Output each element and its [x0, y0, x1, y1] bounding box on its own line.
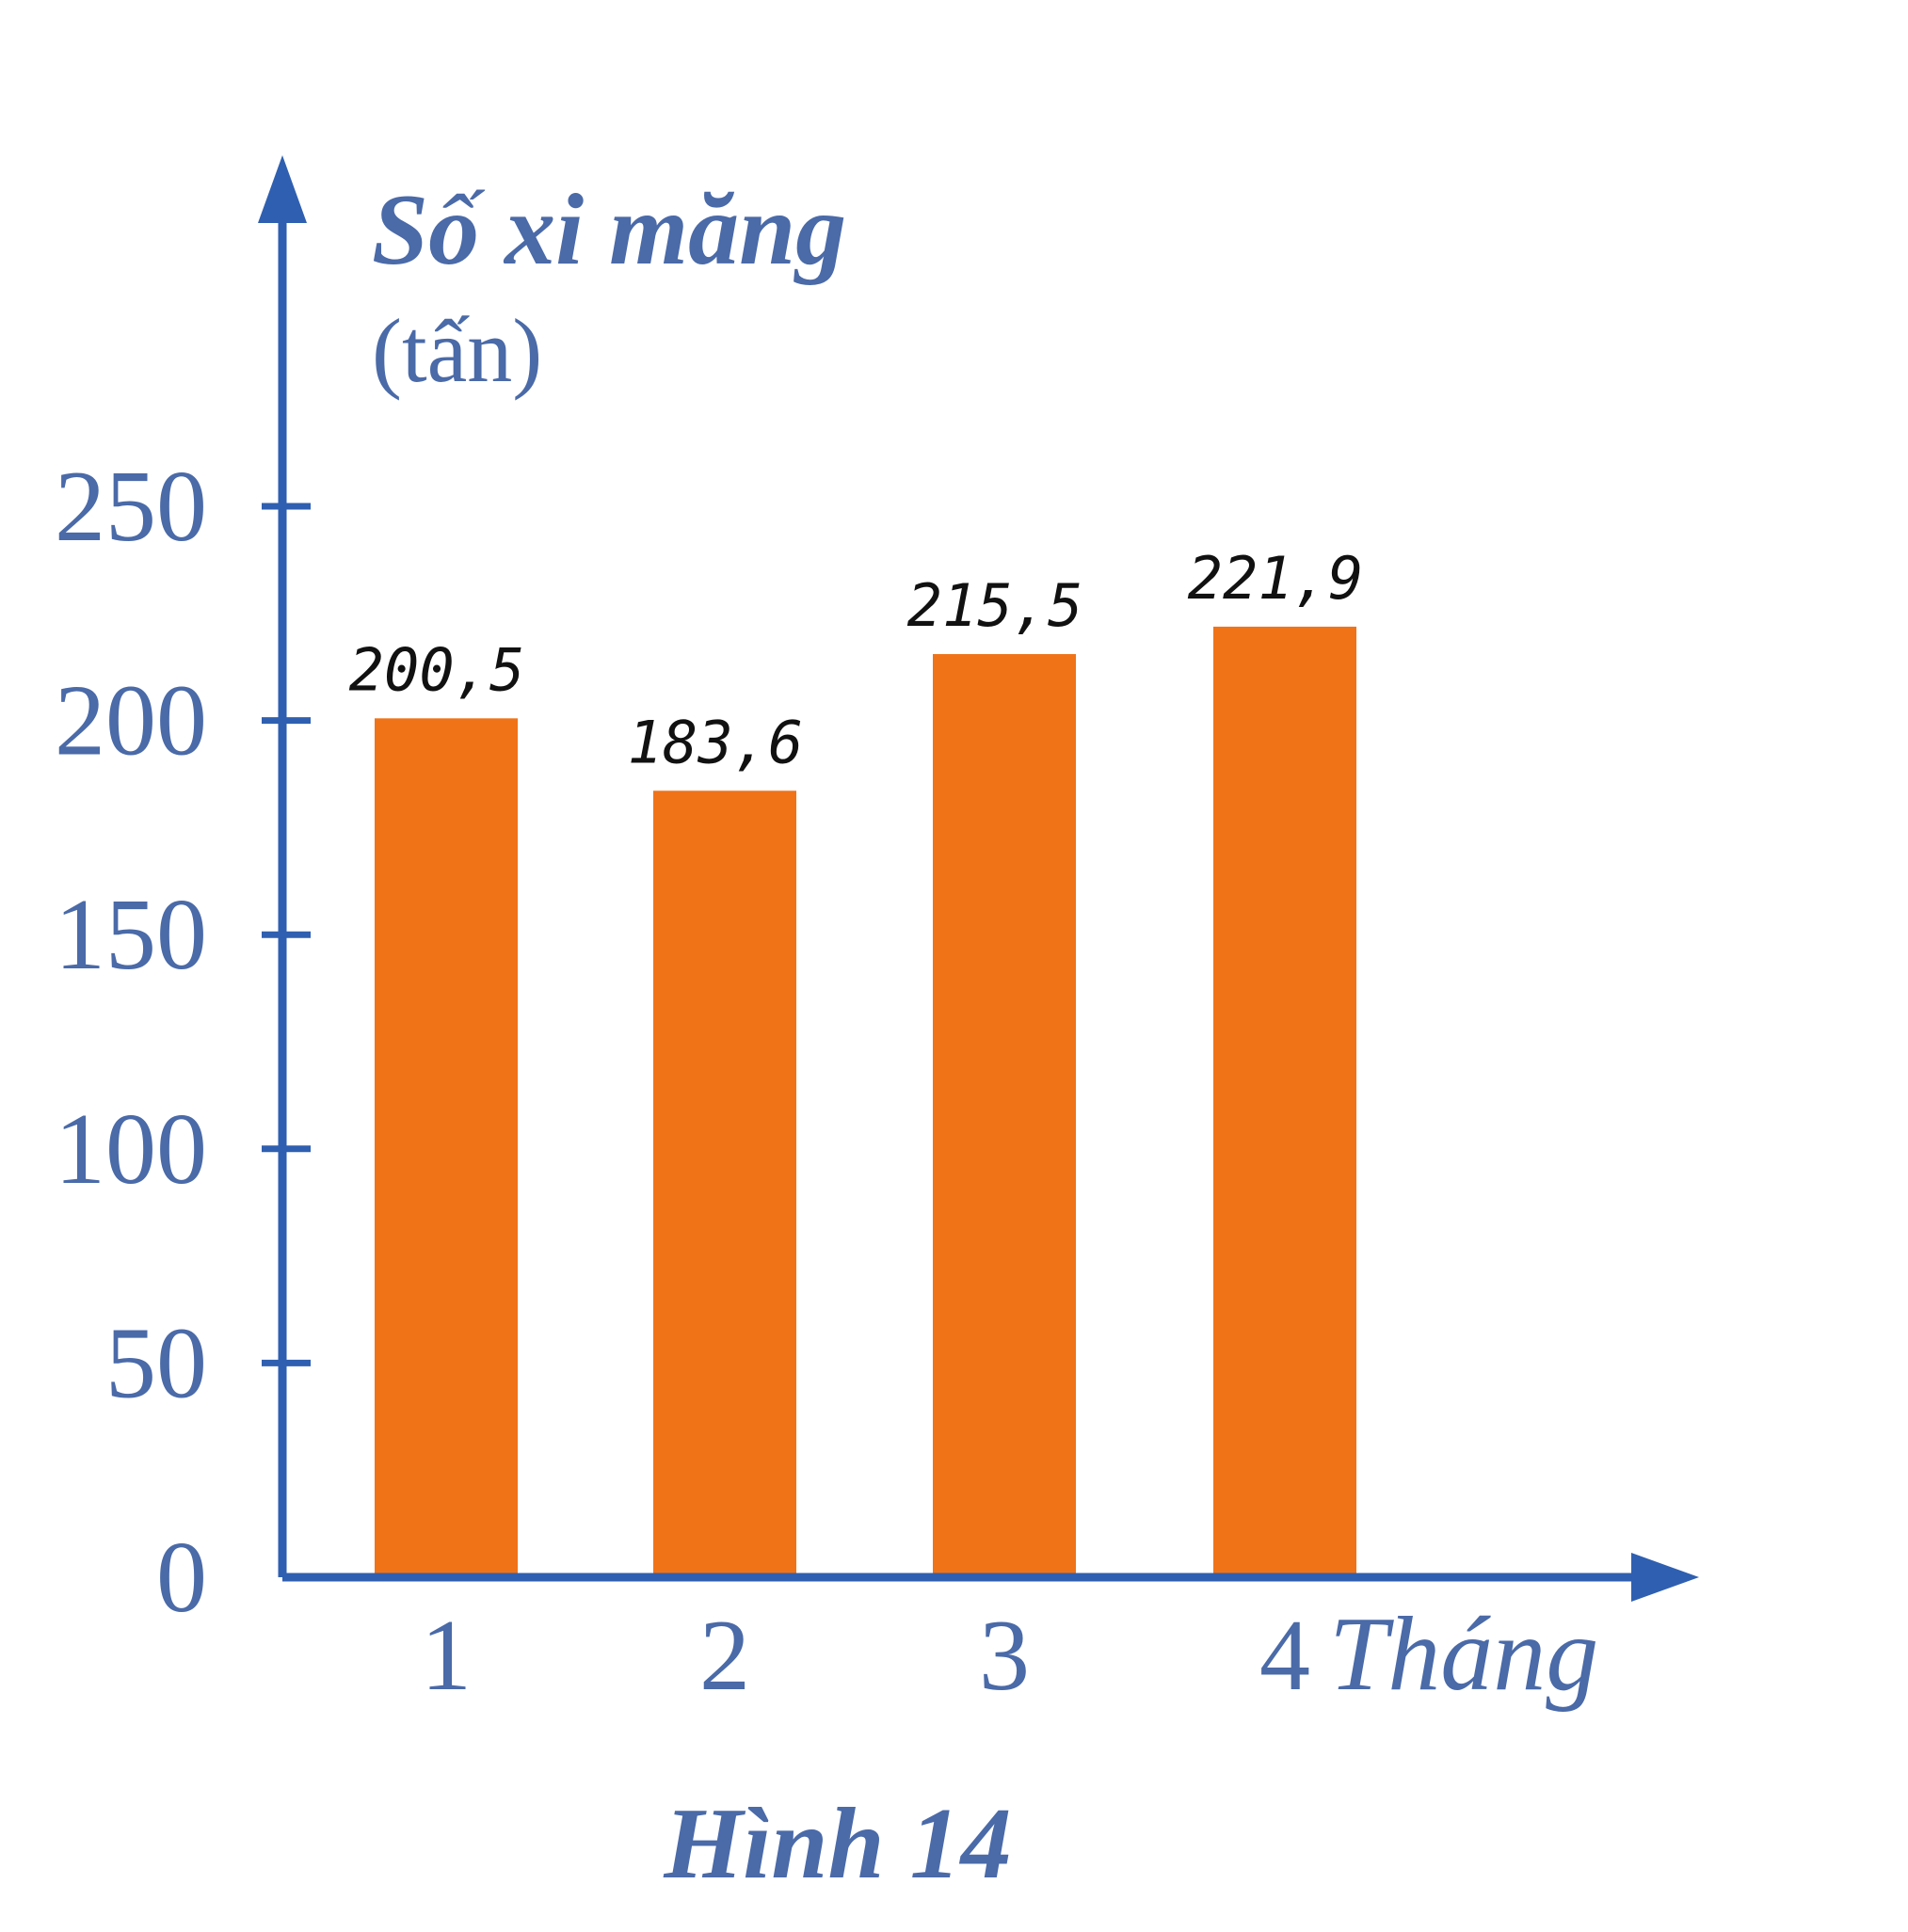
- x-axis-arrow-icon: [1631, 1553, 1699, 1602]
- text-layer: 0 50 100 150 200 250 1 2 3 4 200,5 183,6 215,5 221,9 S…: [55, 174, 1598, 1900]
- bar-1: [375, 718, 518, 1577]
- figure-caption: Hình 14: [663, 1788, 1011, 1900]
- x-axis-label: Tháng: [1329, 1596, 1598, 1713]
- data-label: 221,9: [1188, 544, 1364, 613]
- bar-3: [933, 654, 1076, 1577]
- y-tick-label: 250: [55, 451, 207, 563]
- y-axis-label: Số xi măng: [372, 174, 846, 286]
- x-tick-label: 3: [979, 1600, 1030, 1712]
- data-label: 215,5: [907, 571, 1083, 640]
- y-axis-unit: (tấn): [372, 300, 542, 401]
- x-tick-label: 2: [699, 1600, 750, 1712]
- x-tick-label: 4: [1259, 1600, 1310, 1712]
- y-tick-label: 150: [55, 879, 207, 991]
- bar-4: [1213, 626, 1356, 1577]
- bars-layer: [375, 626, 1356, 1577]
- bar-2: [653, 790, 796, 1577]
- axes-layer: [258, 155, 1699, 1602]
- x-tick-label: 1: [421, 1600, 472, 1712]
- data-label: 183,6: [628, 708, 804, 776]
- y-tick-label: 50: [105, 1307, 207, 1419]
- y-tick-label: 0: [156, 1522, 207, 1634]
- y-axis-arrow-icon: [258, 155, 307, 223]
- y-tick-label: 100: [55, 1094, 207, 1206]
- data-label: 200,5: [349, 635, 525, 704]
- y-tick-label: 200: [55, 665, 207, 777]
